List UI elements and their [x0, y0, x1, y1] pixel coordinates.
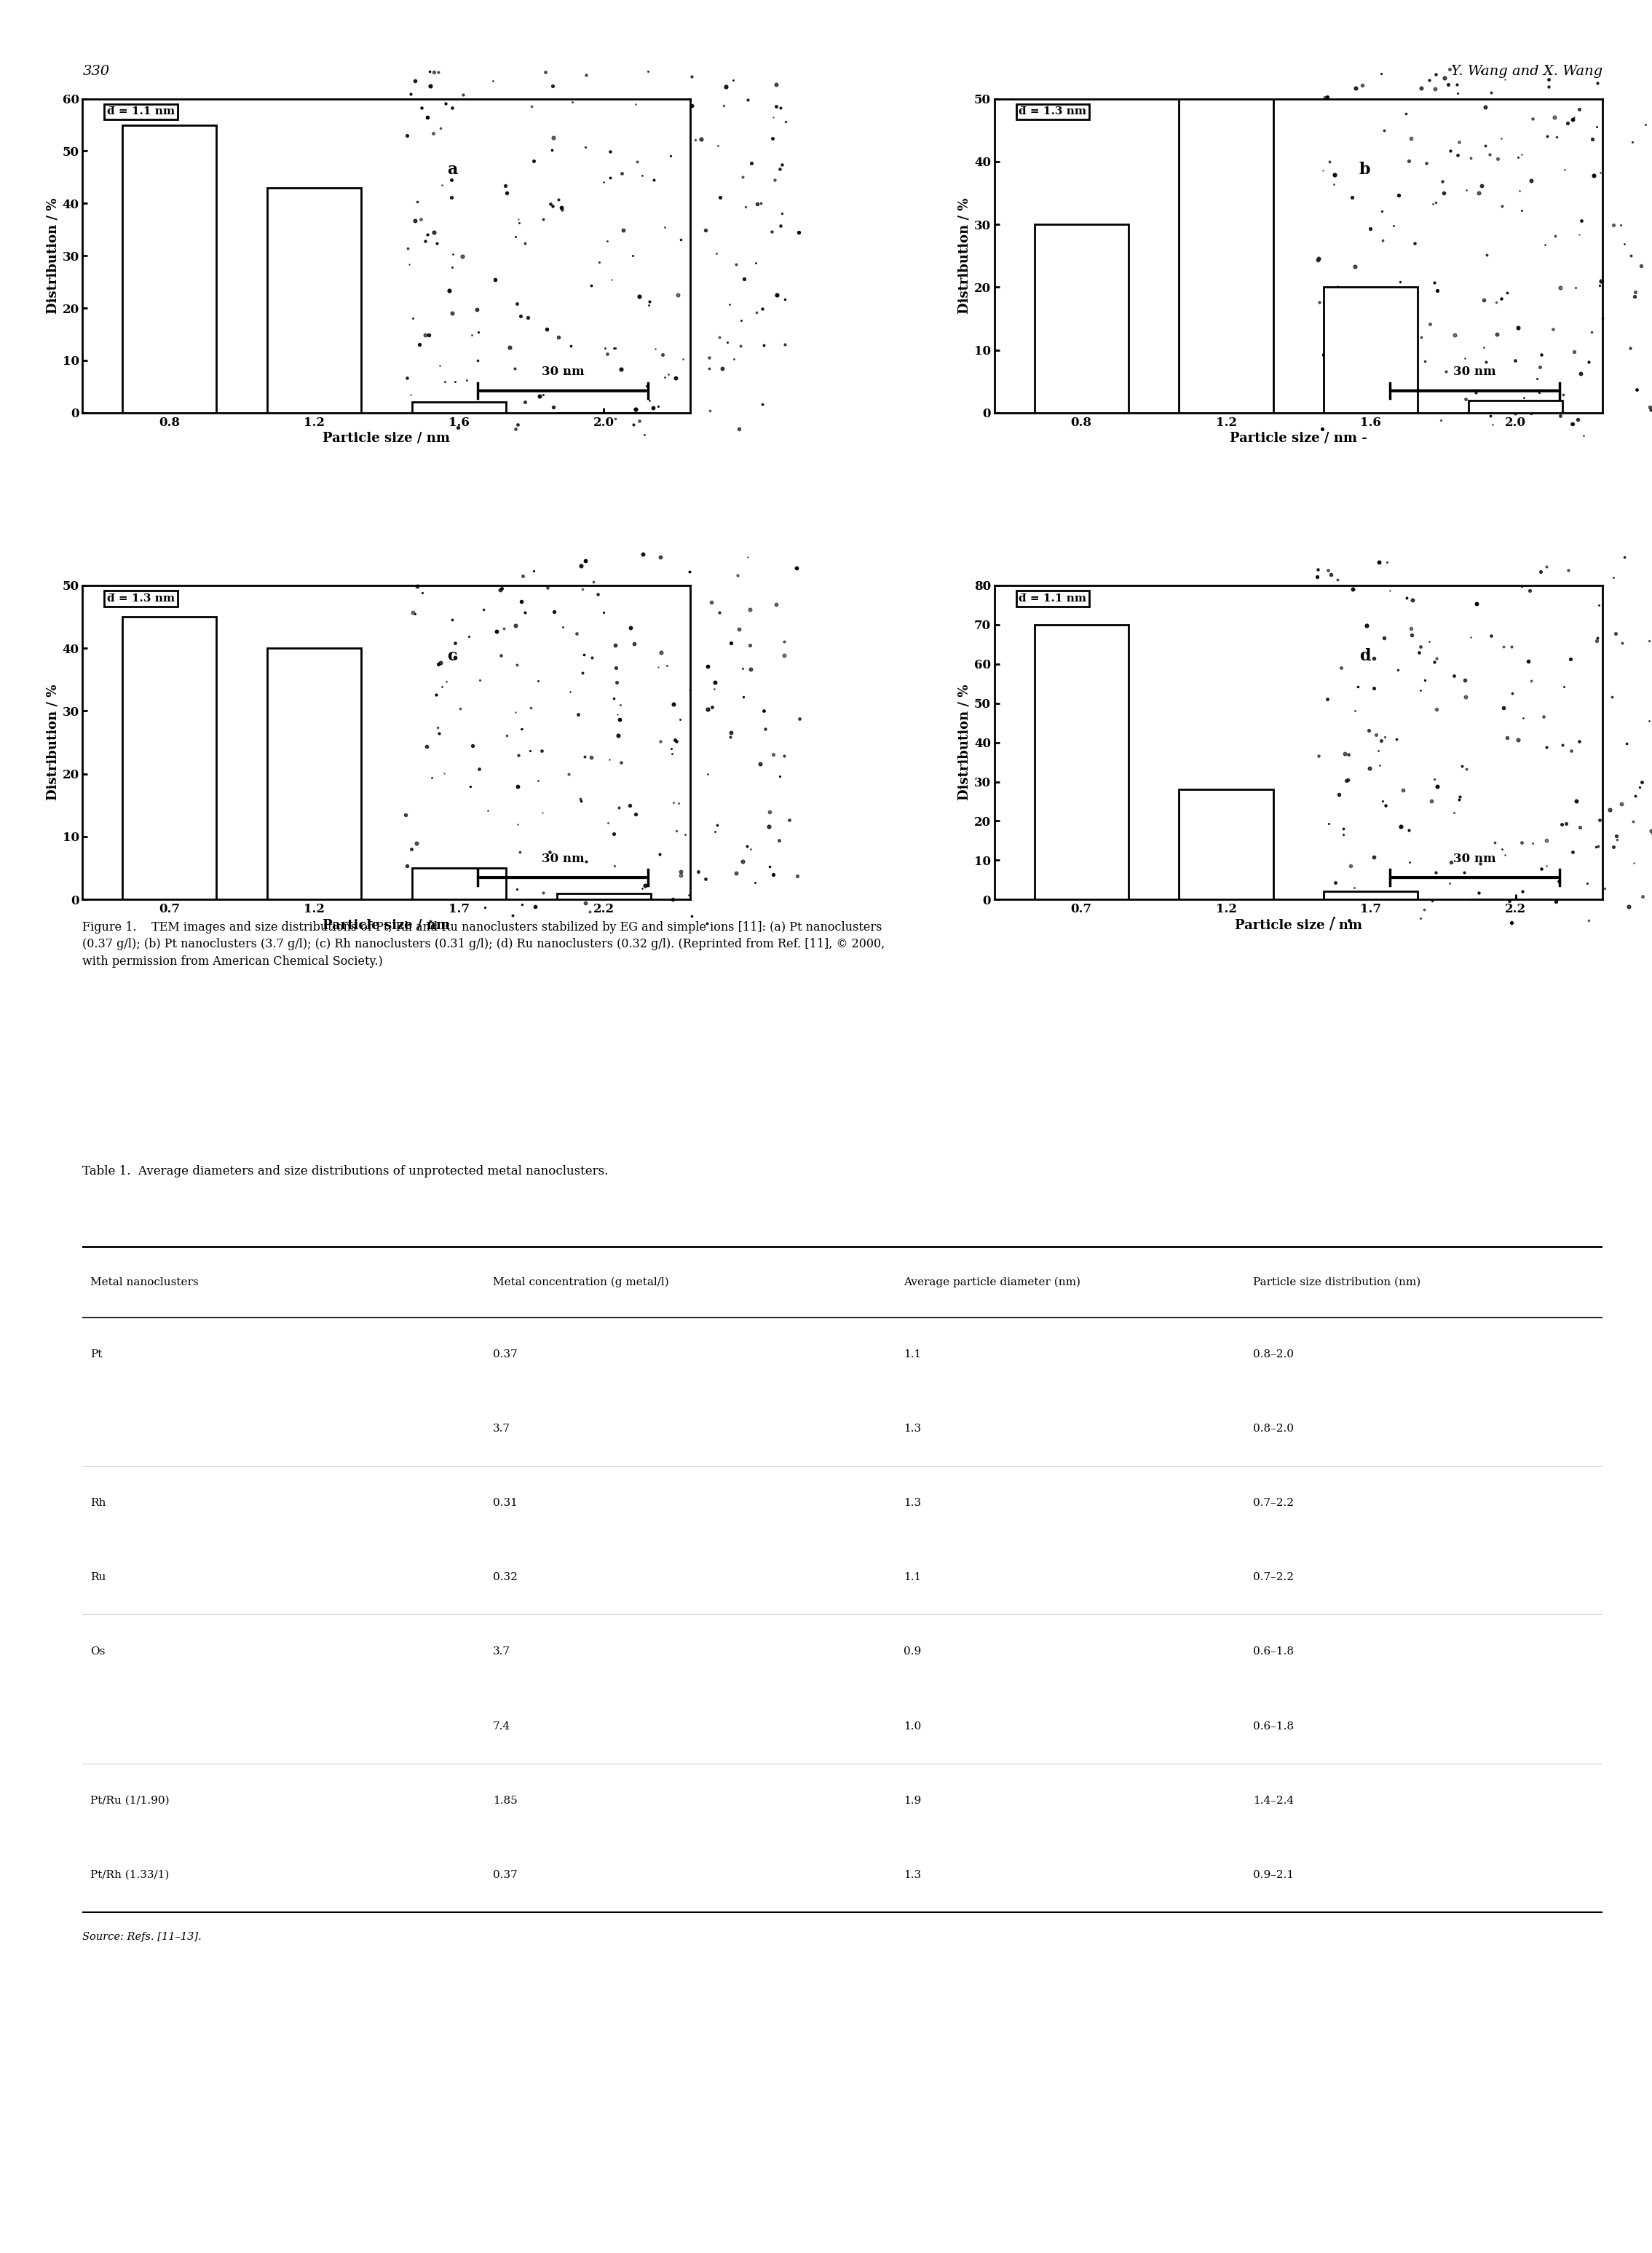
Text: Y. Wang and X. Wang: Y. Wang and X. Wang [1450, 65, 1602, 79]
Text: 1.9: 1.9 [904, 1796, 920, 1805]
Text: Pt/Rh (1.33/1): Pt/Rh (1.33/1) [91, 1870, 169, 1879]
Bar [268, 649, 362, 899]
Text: Pt/Ru (1/1.90): Pt/Ru (1/1.90) [91, 1796, 169, 1805]
Text: 1.1: 1.1 [904, 1350, 920, 1361]
Text: d̅ = 1.3 nm: d̅ = 1.3 nm [1019, 106, 1087, 117]
Text: 0.9: 0.9 [904, 1647, 920, 1656]
Y-axis label: Distribution / %: Distribution / % [46, 198, 59, 313]
Bar [1034, 225, 1128, 412]
X-axis label: Particle size / nm: Particle size / nm [1234, 919, 1363, 930]
Y-axis label: Distribution / %: Distribution / % [958, 685, 971, 800]
Text: 1.3: 1.3 [904, 1870, 920, 1879]
Bar [268, 187, 362, 412]
Text: 0.6–1.8: 0.6–1.8 [1252, 1721, 1294, 1730]
Text: 3.7: 3.7 [492, 1647, 510, 1656]
Text: Table 1.  Average diameters and size distributions of unprotected metal nanoclus: Table 1. Average diameters and size dist… [83, 1165, 608, 1178]
Text: 0.8–2.0: 0.8–2.0 [1252, 1424, 1294, 1433]
Y-axis label: Distribution / %: Distribution / % [958, 198, 971, 313]
Bar [557, 892, 651, 899]
Text: Metal concentration (g metal/l): Metal concentration (g metal/l) [492, 1277, 669, 1286]
Text: 0.32: 0.32 [492, 1573, 517, 1582]
Bar [1469, 401, 1563, 412]
Text: 0.7–2.2: 0.7–2.2 [1252, 1573, 1294, 1582]
Text: Rh: Rh [91, 1498, 106, 1507]
Text: 0.6–1.8: 0.6–1.8 [1252, 1647, 1294, 1656]
Text: 1.1: 1.1 [904, 1573, 920, 1582]
Text: 30 nm: 30 nm [542, 365, 585, 379]
Text: 1.4–2.4: 1.4–2.4 [1252, 1796, 1294, 1805]
Text: 30 nm: 30 nm [542, 852, 585, 865]
X-axis label: Particle size / nm: Particle size / nm [322, 433, 451, 444]
Text: d̅ = 1.3 nm: d̅ = 1.3 nm [107, 593, 175, 604]
Text: Pt: Pt [91, 1350, 102, 1361]
Text: 30 nm: 30 nm [1454, 852, 1497, 865]
Text: 0.31: 0.31 [492, 1498, 517, 1507]
Text: Metal nanoclusters: Metal nanoclusters [91, 1277, 198, 1286]
Bar [411, 867, 506, 899]
Text: d̅ = 1.1 nm: d̅ = 1.1 nm [1019, 593, 1087, 604]
Bar [122, 617, 216, 899]
Bar [1323, 892, 1417, 899]
Text: a: a [448, 162, 458, 178]
Text: d: d [1360, 649, 1371, 665]
Text: 0.37: 0.37 [492, 1350, 517, 1361]
X-axis label: Particle size / nm: Particle size / nm [322, 919, 451, 930]
Text: d̅ = 1.1 nm: d̅ = 1.1 nm [107, 106, 175, 117]
Bar [1034, 624, 1128, 899]
Text: 330: 330 [83, 65, 109, 79]
Text: 30 nm: 30 nm [1454, 365, 1497, 379]
Bar [411, 403, 506, 412]
Text: 1.0: 1.0 [904, 1721, 920, 1730]
Text: b: b [1360, 162, 1371, 178]
Text: 0.7–2.2: 0.7–2.2 [1252, 1498, 1294, 1507]
X-axis label: Particle size / nm -: Particle size / nm - [1229, 433, 1368, 444]
Text: 1.3: 1.3 [904, 1498, 920, 1507]
Text: Os: Os [91, 1647, 106, 1656]
Y-axis label: Distribution / %: Distribution / % [46, 685, 59, 800]
Text: Particle size distribution (nm): Particle size distribution (nm) [1252, 1277, 1421, 1286]
Text: 0.37: 0.37 [492, 1870, 517, 1879]
Text: c: c [448, 649, 458, 665]
Text: Figure 1.    TEM images and size distributions of Pt, Rh and Ru nanoclusters sta: Figure 1. TEM images and size distributi… [83, 921, 885, 969]
Text: 7.4: 7.4 [492, 1721, 510, 1730]
Text: 3.7: 3.7 [492, 1424, 510, 1433]
Text: 0.9–2.1: 0.9–2.1 [1252, 1870, 1294, 1879]
Text: 1.3: 1.3 [904, 1424, 920, 1433]
Text: Source: Refs. [11–13].: Source: Refs. [11–13]. [83, 1931, 202, 1942]
Bar [1180, 99, 1274, 412]
Text: Average particle diameter (nm): Average particle diameter (nm) [904, 1277, 1080, 1286]
Text: Ru: Ru [91, 1573, 106, 1582]
Bar [122, 124, 216, 412]
Bar [1323, 286, 1417, 412]
Text: 0.8–2.0: 0.8–2.0 [1252, 1350, 1294, 1361]
Bar [1180, 789, 1274, 899]
Text: 1.85: 1.85 [492, 1796, 517, 1805]
